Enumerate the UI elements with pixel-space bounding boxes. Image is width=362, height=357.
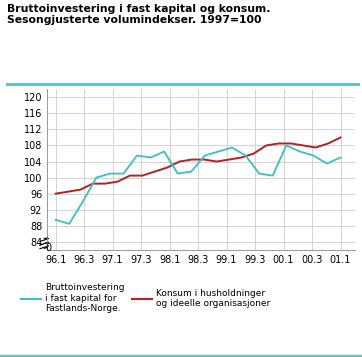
Text: Bruttoinvestering i fast kapital og konsum.
Sesongjusterte volumindekser. 1997=1: Bruttoinvestering i fast kapital og kons…: [7, 4, 271, 25]
Text: 0: 0: [46, 243, 52, 253]
Legend: Bruttoinvestering
i fast kapital for
Fastlands-Norge., Konsum i husholdninger
og: Bruttoinvestering i fast kapital for Fas…: [21, 283, 270, 313]
